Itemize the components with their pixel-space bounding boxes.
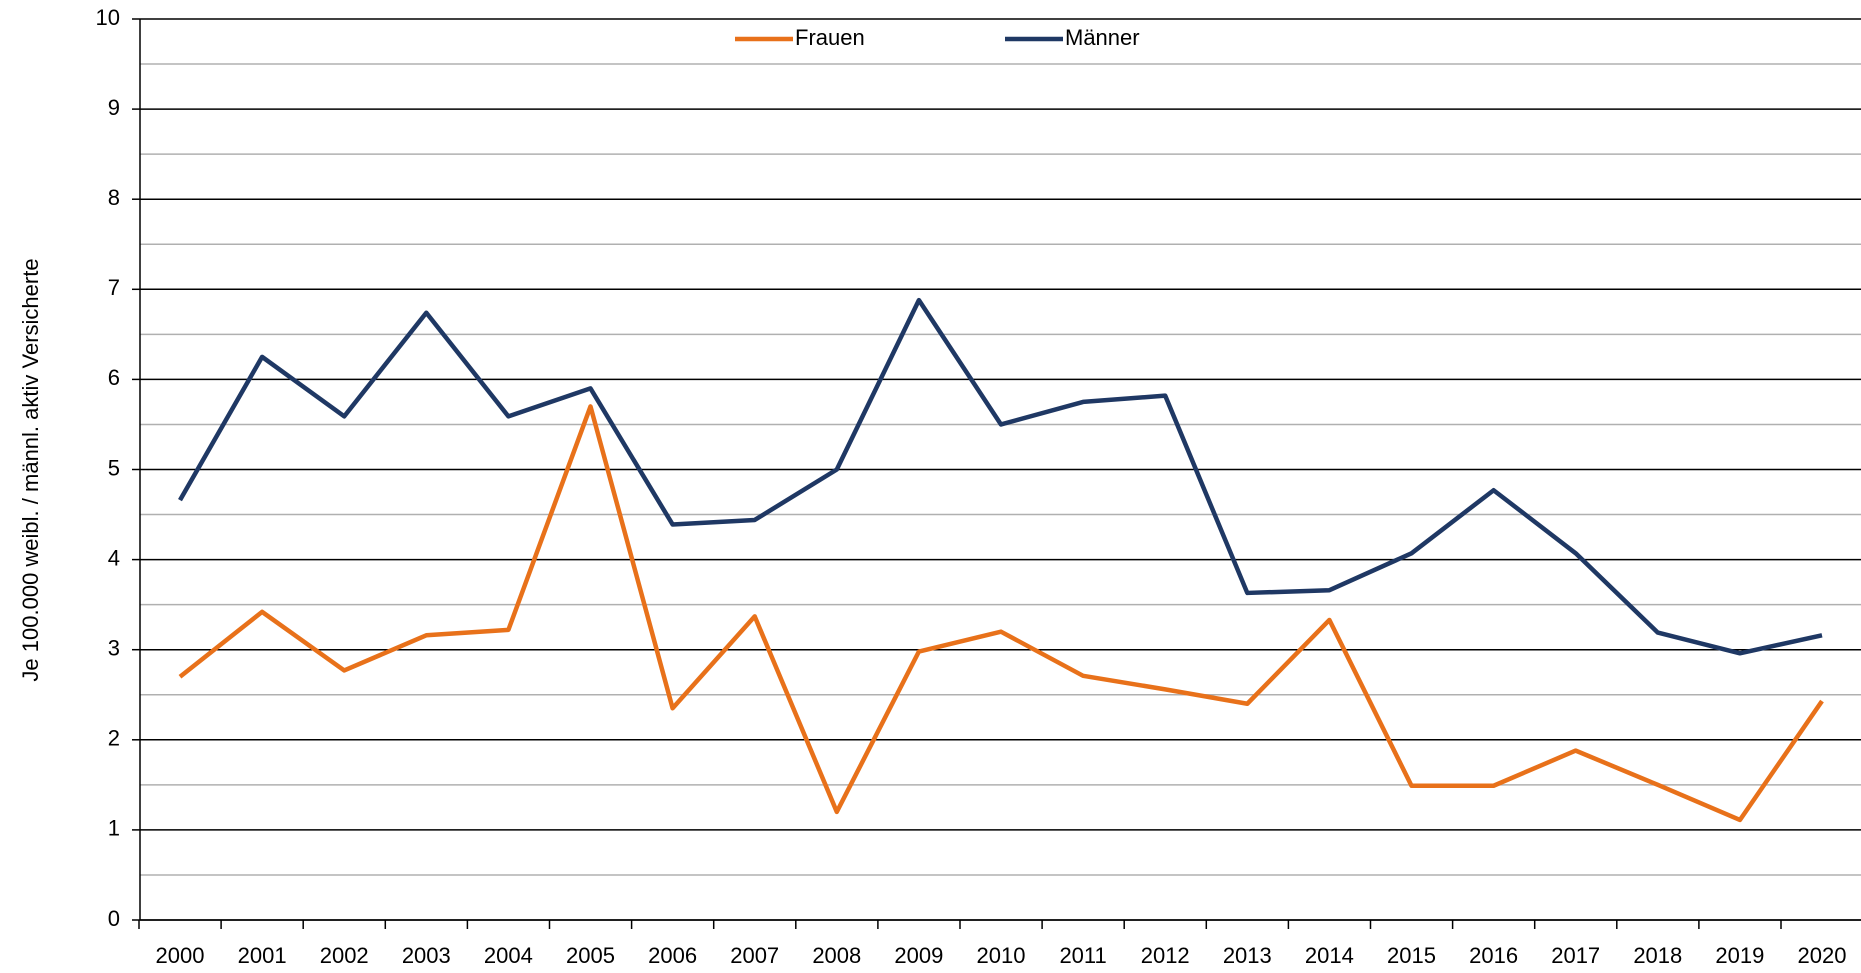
x-tick-label: 2005 <box>566 943 615 968</box>
x-tick-label: 2015 <box>1387 943 1436 968</box>
y-tick-label: 8 <box>108 185 120 210</box>
y-tick-label: 6 <box>108 365 120 390</box>
x-tick-label: 2020 <box>1798 943 1847 968</box>
x-tick-label: 2006 <box>648 943 697 968</box>
y-tick-label: 10 <box>96 5 120 30</box>
x-tick-label: 2004 <box>484 943 533 968</box>
y-tick-label: 3 <box>108 636 120 661</box>
y-axis-label: Je 100.000 weibl. / männl. aktiv Versich… <box>18 258 43 681</box>
x-tick-label: 2000 <box>156 943 205 968</box>
x-tick-label: 2014 <box>1305 943 1354 968</box>
x-tick-label: 2009 <box>894 943 943 968</box>
x-tick-label: 2013 <box>1223 943 1272 968</box>
y-tick-label: 4 <box>108 545 120 570</box>
x-tick-label: 2002 <box>320 943 369 968</box>
legend-label: Männer <box>1065 25 1140 50</box>
y-tick-label: 1 <box>108 816 120 841</box>
x-tick-label: 2019 <box>1715 943 1764 968</box>
y-tick-label: 7 <box>108 275 120 300</box>
x-tick-label: 2016 <box>1469 943 1518 968</box>
data-line <box>178 297 1823 656</box>
x-tick-label: 2001 <box>238 943 287 968</box>
x-tick-label: 2018 <box>1633 943 1682 968</box>
x-tick-label: 2008 <box>812 943 861 968</box>
data-line <box>178 404 1824 823</box>
y-tick-label: 2 <box>108 726 120 751</box>
x-tick-label: 2017 <box>1551 943 1600 968</box>
x-tick-label: 2010 <box>977 943 1026 968</box>
y-tick-label: 9 <box>108 95 120 120</box>
x-tick-label: 2011 <box>1059 943 1106 968</box>
x-tick-label: 2012 <box>1141 943 1190 968</box>
x-tick-label: 2007 <box>730 943 779 968</box>
y-tick-label: 5 <box>108 455 120 480</box>
x-tick-label: 2003 <box>402 943 451 968</box>
y-tick-label: 0 <box>108 906 120 931</box>
legend-label: Frauen <box>795 25 865 50</box>
